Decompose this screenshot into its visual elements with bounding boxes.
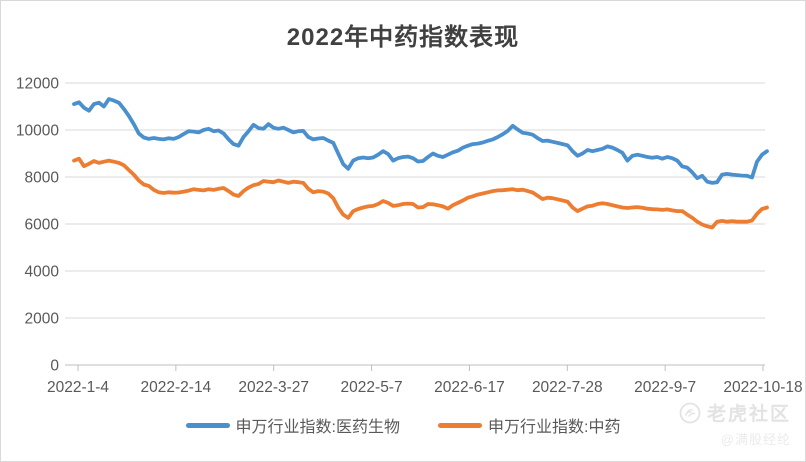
y-axis-tick-label: 10000 xyxy=(16,123,59,140)
x-axis-tick-label: 2022-9-7 xyxy=(634,379,696,396)
y-axis-tick-label: 6000 xyxy=(25,217,60,234)
series-line-tcm xyxy=(72,156,769,230)
x-axis-tick-label: 2022-6-17 xyxy=(434,379,505,396)
x-axis-tick-label: 2022-7-28 xyxy=(532,379,603,396)
y-axis-tick-label: 8000 xyxy=(25,170,60,187)
y-axis-tick-label: 2000 xyxy=(25,311,60,328)
legend-entry-pharma-bio: 申万行业指数:医药生物 xyxy=(185,413,400,437)
legend-label-pharma-bio: 申万行业指数:医药生物 xyxy=(235,419,400,436)
legend-swatch-blue-line-icon xyxy=(185,422,230,428)
legend: 申万行业指数:医药生物 申万行业指数:中药 xyxy=(1,413,805,437)
legend-entry-tcm: 申万行业指数:中药 xyxy=(438,413,620,437)
x-axis-tick-label: 2022-3-27 xyxy=(238,379,309,396)
x-axis-tick-label: 2022-5-7 xyxy=(341,379,403,396)
x-axis-tick-label: 2022-1-4 xyxy=(47,379,109,396)
y-axis-tick-label: 4000 xyxy=(25,264,60,281)
x-axis-tick-label: 2022-2-14 xyxy=(141,379,212,396)
x-axis-tick-label: 2022-10-18 xyxy=(723,379,802,396)
chart-title: 2022年中药指数表现 xyxy=(286,24,520,51)
y-axis-tick-label: 12000 xyxy=(16,76,59,93)
legend-swatch-orange-line-icon xyxy=(438,422,482,428)
y-axis-tick-label: 0 xyxy=(50,358,59,375)
legend-label-tcm: 申万行业指数:中药 xyxy=(488,419,621,436)
series-line-pharma-bio xyxy=(72,97,769,185)
